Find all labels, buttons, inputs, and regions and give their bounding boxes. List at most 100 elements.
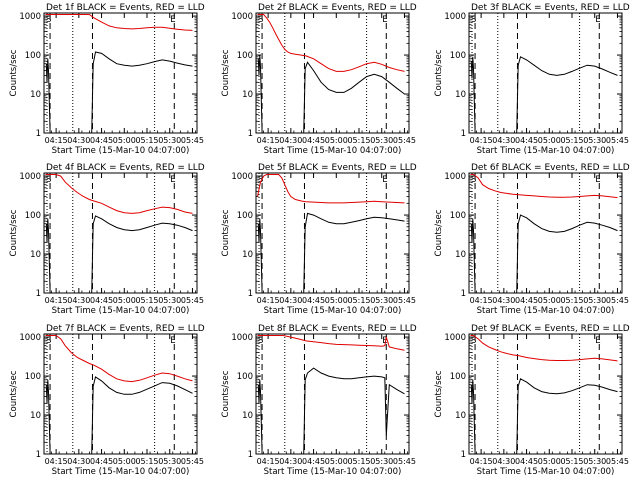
x-tick-label: 05:30 — [158, 457, 181, 466]
start-marker: S — [471, 175, 476, 185]
lld-rate-line — [257, 335, 405, 351]
y-tick-label: 1 — [461, 129, 466, 139]
panel-title: Det 9f BLACK = Events, RED = LLD — [471, 324, 630, 334]
y-tick-label: 10 — [455, 411, 466, 421]
end-marker: E — [170, 15, 175, 25]
x-tick-label: 05:15 — [135, 296, 158, 305]
y-tick-label: 1000 — [444, 172, 466, 182]
y-tick-label: 1 — [36, 450, 41, 460]
lld-rate-line — [45, 335, 193, 383]
end-marker: E — [595, 15, 600, 25]
panel-title: Det 1f BLACK = Events, RED = LLD — [46, 3, 205, 13]
x-tick-label: 05:45 — [181, 136, 204, 145]
x-tick-label: 04:30 — [492, 136, 515, 145]
x-tick-label: 04:15 — [470, 457, 493, 466]
lld-rate-line — [45, 14, 193, 31]
end-marker: E — [382, 15, 387, 25]
y-axis-label: Counts/sec — [434, 370, 444, 417]
events-rate-line — [45, 376, 193, 454]
x-tick-label: 04:45 — [302, 296, 325, 305]
panel-title: Det 2f BLACK = Events, RED = LLD — [258, 3, 417, 13]
x-tick-label: 04:30 — [67, 136, 90, 145]
x-tick-label: 05:45 — [393, 296, 416, 305]
y-tick-label: 10 — [30, 90, 41, 100]
y-axis-label: Counts/sec — [221, 370, 231, 417]
panel-8: Det 8f BLACK = Events, RED = LLD 1 10 100 10… — [221, 324, 417, 477]
y-tick-label: 100 — [25, 372, 41, 382]
start-marker: S — [471, 15, 476, 25]
x-tick-label: 05:15 — [560, 457, 583, 466]
panel-4: Det 4f BLACK = Events, RED = LLD 1 10 100 10… — [9, 163, 205, 316]
panel-title: Det 5f BLACK = Events, RED = LLD — [258, 163, 417, 173]
x-tick-label: 04:30 — [279, 136, 302, 145]
y-tick-label: 1 — [461, 450, 466, 460]
x-axis-label: Start Time (15-Mar-10 04:07:00) — [52, 467, 190, 477]
x-tick-label: 04:45 — [515, 457, 538, 466]
panel-title: Det 6f BLACK = Events, RED = LLD — [471, 163, 630, 173]
x-tick-label: 04:45 — [515, 136, 538, 145]
plot-frame — [43, 12, 198, 134]
y-tick-label: 10 — [242, 411, 253, 421]
y-tick-label: 10 — [242, 250, 253, 260]
y-tick-label: 100 — [450, 372, 466, 382]
end-marker: E — [382, 336, 387, 346]
y-tick-label: 100 — [450, 51, 466, 61]
events-rate-line — [470, 56, 618, 133]
x-axis-label: Start Time (15-Mar-10 04:07:00) — [264, 467, 402, 477]
x-tick-label: 05:15 — [347, 136, 370, 145]
x-tick-label: 05:30 — [583, 457, 606, 466]
x-tick-label: 05:45 — [606, 457, 629, 466]
x-tick-label: 04:45 — [515, 296, 538, 305]
x-axis-label: Start Time (15-Mar-10 04:07:00) — [264, 146, 402, 156]
y-tick-label: 1 — [36, 289, 41, 299]
x-tick-label: 05:30 — [158, 296, 181, 305]
x-tick-label: 05:30 — [370, 136, 393, 145]
y-tick-label: 1000 — [19, 172, 41, 182]
x-tick-label: 04:30 — [67, 296, 90, 305]
events-rate-line — [257, 212, 405, 293]
y-axis-label: Counts/sec — [434, 209, 444, 256]
lld-rate-line — [257, 14, 405, 72]
y-axis-label: Counts/sec — [221, 49, 231, 96]
lld-rate-line — [45, 174, 193, 214]
y-tick-label: 100 — [237, 211, 253, 221]
start-marker: S — [258, 336, 263, 346]
x-tick-label: 04:15 — [470, 136, 493, 145]
x-tick-label: 05:45 — [393, 457, 416, 466]
start-marker: S — [46, 15, 51, 25]
plot-frame — [43, 333, 198, 455]
y-tick-label: 1000 — [19, 12, 41, 22]
x-tick-label: 05:30 — [583, 136, 606, 145]
x-tick-label: 05:00 — [325, 136, 348, 145]
panel-title: Det 4f BLACK = Events, RED = LLD — [46, 163, 205, 173]
start-marker: S — [258, 175, 263, 185]
end-marker: E — [382, 175, 387, 185]
start-marker: S — [46, 336, 51, 346]
x-tick-label: 05:00 — [325, 296, 348, 305]
x-tick-label: 04:15 — [257, 296, 280, 305]
y-tick-label: 1000 — [444, 12, 466, 22]
x-tick-label: 05:45 — [606, 136, 629, 145]
y-tick-label: 10 — [30, 250, 41, 260]
y-tick-label: 100 — [237, 51, 253, 61]
panel-title: Det 8f BLACK = Events, RED = LLD — [258, 324, 417, 334]
x-tick-label: 05:15 — [560, 136, 583, 145]
y-tick-label: 100 — [450, 211, 466, 221]
x-tick-label: 05:00 — [113, 136, 136, 145]
y-axis-label: Counts/sec — [9, 49, 19, 96]
panel-9: Det 9f BLACK = Events, RED = LLD 1 10 100 10… — [434, 324, 630, 477]
x-tick-label: 05:15 — [135, 457, 158, 466]
plot-frame — [255, 12, 410, 134]
x-tick-label: 05:15 — [560, 296, 583, 305]
events-rate-line — [45, 215, 193, 293]
x-tick-label: 05:30 — [370, 457, 393, 466]
y-tick-label: 10 — [455, 90, 466, 100]
x-tick-label: 05:15 — [135, 136, 158, 145]
end-marker: E — [595, 175, 600, 185]
x-axis-label: Start Time (15-Mar-10 04:07:00) — [477, 467, 615, 477]
x-tick-label: 05:45 — [606, 296, 629, 305]
lld-rate-line — [470, 335, 618, 362]
x-tick-label: 04:15 — [45, 296, 68, 305]
y-tick-label: 1 — [36, 129, 41, 139]
x-tick-label: 05:00 — [113, 457, 136, 466]
